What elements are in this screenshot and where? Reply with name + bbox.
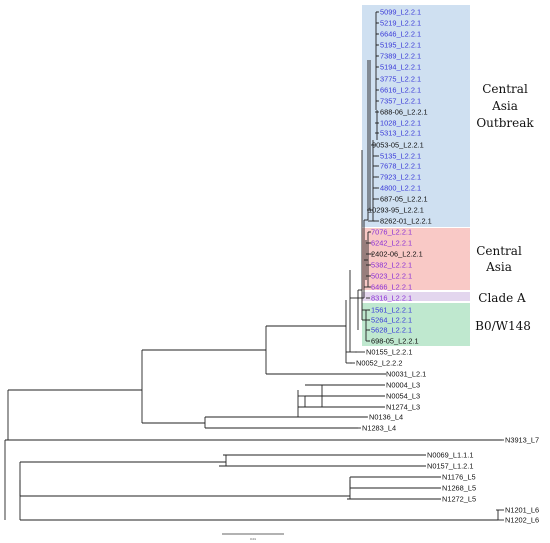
leaf-label: 687-05_L2.2.1 [380, 195, 428, 204]
leaf-label: 7923_L2.2.1 [380, 173, 421, 182]
leaf-label: N1272_L5 [442, 495, 476, 504]
leaf-label: 1561_L2.2.1 [371, 306, 412, 315]
scale-bar: 0.01 [222, 533, 284, 541]
tree-branches [4, 11, 504, 521]
leaf-label: N0052_L2.2.2 [356, 359, 402, 368]
leaf-label: 5264_L2.2.1 [371, 316, 412, 325]
leaf-label: 7357_L2.2.1 [380, 97, 421, 106]
leaf-label: N1283_L4 [362, 424, 396, 433]
leaf-label: 9053-05_L2.2.1 [372, 141, 424, 150]
leaf-label: N1176_L5 [442, 473, 476, 482]
leaf-label: 8316_L2.2.1 [371, 294, 412, 303]
leaf-label: 10293-95_L2.2.1 [368, 206, 424, 215]
leaf-label: 5194_L2.2.1 [380, 63, 421, 72]
leaf-label: 5023_L2.2.1 [371, 272, 412, 281]
outbreak-label-line-3: Outbreak [476, 116, 534, 130]
leaf-label: 3775_L2.2.1 [380, 75, 421, 84]
central-asia-label-line-1: Central [476, 244, 522, 258]
leaf-label: 7076_L2.2.1 [371, 228, 412, 237]
leaf-label: 5135_L2.2.1 [380, 152, 421, 161]
leaf-labels: 5099_L2.2.1 5219_L2.2.1 6646_L2.2.1 5195_L2… [356, 8, 539, 525]
outbreak-label-line-2: Asia [491, 99, 518, 113]
leaf-label: 8262-01_L2.2.1 [380, 217, 432, 226]
clade-a-label: Clade A [478, 291, 526, 305]
central-asia-clade-label: Central Asia [476, 244, 522, 274]
leaf-label: N1201_L6 [505, 506, 539, 515]
leaf-label: 6466_L2.2.1 [371, 283, 412, 292]
leaf-label: 688-06_L2.2.1 [380, 108, 428, 117]
leaf-label: N1202_L6 [505, 516, 539, 525]
leaf-label: 7678_L2.2.1 [380, 162, 421, 171]
central-asia-label-line-2: Asia [485, 260, 512, 274]
leaf-label: N0004_L3 [386, 381, 420, 390]
leaf-label: 5382_L2.2.1 [371, 261, 412, 270]
bw148-clade-box [362, 303, 470, 346]
central-asia-clade-box [362, 228, 470, 290]
outbreak-clade-label: Central Asia Outbreak [476, 82, 534, 130]
outbreak-clade-box [362, 5, 470, 227]
leaf-label: 698-05_L2.2.1 [371, 337, 419, 346]
leaf-label: 6646_L2.2.1 [380, 30, 421, 39]
leaf-label: N1268_L5 [442, 484, 476, 493]
leaf-label: N3913_L7 [505, 436, 539, 445]
leaf-label: N0031_L2.1 [386, 370, 426, 379]
leaf-label: 6616_L2.2.1 [380, 86, 421, 95]
leaf-label: 5195_L2.2.1 [380, 41, 421, 50]
leaf-label: N0054_L3 [386, 392, 420, 401]
leaf-label: 4800_L2.2.1 [380, 184, 421, 193]
bw148-clade-label: B0/W148 [475, 319, 531, 333]
leaf-label: 2402-06_L2.2.1 [371, 250, 423, 259]
outbreak-label-line-1: Central [482, 82, 528, 96]
clade-a-box [362, 292, 470, 301]
leaf-label: 5099_L2.2.1 [380, 8, 421, 17]
leaf-label: 6242_L2.2.1 [371, 239, 412, 248]
leaf-label: 5219_L2.2.1 [380, 19, 421, 28]
leaf-label: N0155_L2.2.1 [366, 348, 412, 357]
leaf-label: 5628_L2.2.1 [371, 326, 412, 335]
leaf-label: 1028_L2.2.1 [380, 119, 421, 128]
leaf-label: N1274_L3 [386, 403, 420, 412]
leaf-label: 5313_L2.2.1 [380, 129, 421, 138]
scale-bar-label: 0.01 [250, 537, 256, 541]
leaf-label: 7389_L2.2.1 [380, 52, 421, 61]
leaf-label: N0136_L4 [369, 413, 403, 422]
leaf-label: N0157_L1.2.1 [427, 462, 473, 471]
leaf-label: N0069_L1.1.1 [427, 451, 473, 460]
